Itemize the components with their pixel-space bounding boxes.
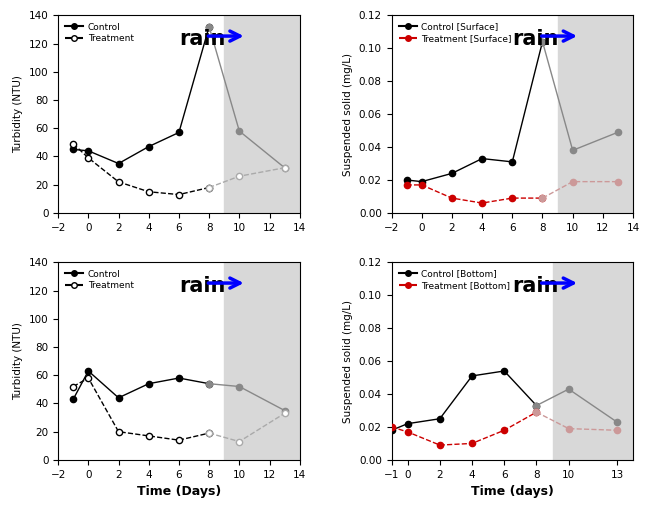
- Bar: [224, 15, 315, 213]
- Y-axis label: Turbidity (NTU): Turbidity (NTU): [13, 75, 23, 153]
- Y-axis label: Suspended solid (mg/L): Suspended solid (mg/L): [343, 53, 353, 176]
- Text: rain: rain: [179, 29, 225, 49]
- Text: rain: rain: [512, 276, 559, 296]
- X-axis label: Time (days): Time (days): [471, 485, 554, 498]
- Legend: Control, Treatment: Control, Treatment: [63, 20, 137, 46]
- X-axis label: Time (Days): Time (Days): [137, 485, 221, 498]
- Legend: Control, Treatment: Control, Treatment: [63, 267, 137, 293]
- Legend: Control [Bottom], Treatment [Bottom]: Control [Bottom], Treatment [Bottom]: [396, 267, 513, 293]
- Bar: [557, 15, 646, 213]
- Text: rain: rain: [179, 276, 225, 296]
- Bar: [224, 262, 315, 460]
- Y-axis label: Turbidity (NTU): Turbidity (NTU): [13, 322, 23, 400]
- Y-axis label: Suspended solid (mg/L): Suspended solid (mg/L): [343, 299, 353, 423]
- Bar: [552, 262, 646, 460]
- Text: rain: rain: [512, 29, 559, 49]
- Legend: Control [Surface], Treatment [Surface]: Control [Surface], Treatment [Surface]: [396, 20, 514, 46]
